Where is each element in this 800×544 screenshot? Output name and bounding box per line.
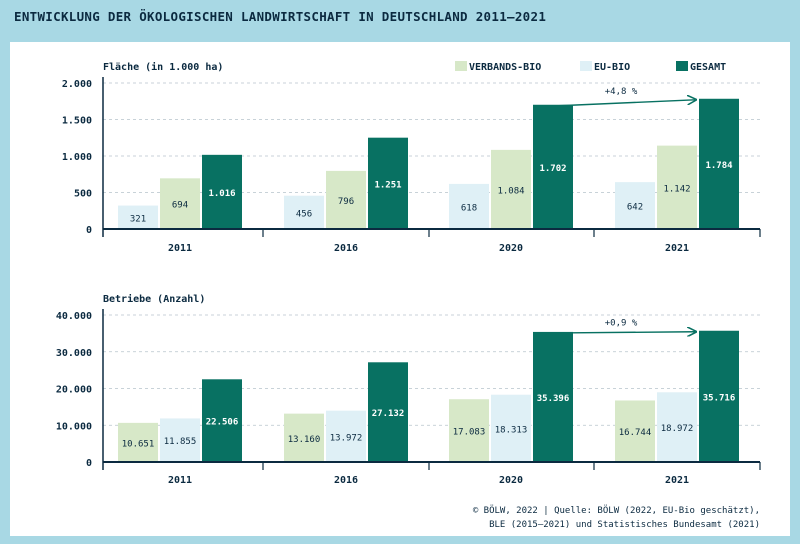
bar-value-label: 18.972	[661, 424, 694, 434]
bar-value-label: 1.142	[663, 184, 690, 194]
x-tick-label: 2016	[334, 475, 358, 486]
bar-eu-bio	[160, 418, 200, 462]
bar-value-label: 22.506	[206, 418, 239, 428]
bar-verbands-bio	[118, 422, 158, 462]
x-tick-label: 2021	[665, 243, 689, 254]
bar-verbands-bio	[326, 170, 366, 229]
legend-label: GESAMT	[690, 62, 726, 73]
bar-value-label: 642	[627, 203, 643, 213]
x-tick-label: 2021	[665, 475, 689, 486]
bar-value-label: 321	[130, 214, 146, 224]
bar-gesamt	[533, 331, 573, 462]
bar-value-label: 13.160	[288, 435, 321, 445]
growth-arrow	[558, 100, 695, 107]
y-tick-label: 1.500	[62, 116, 92, 127]
x-tick-label: 2011	[168, 475, 192, 486]
bar-verbands-bio	[657, 145, 697, 229]
bar-eu-bio	[284, 195, 324, 229]
source-note: © BÖLW, 2022 | Quelle: BÖLW (2022, EU-Bi…	[340, 504, 760, 532]
bar-value-label: 1.251	[374, 180, 401, 190]
y-axis-title: Fläche (in 1.000 ha)	[103, 61, 223, 73]
bar-value-label: 618	[461, 203, 477, 213]
bar-gesamt	[533, 104, 573, 229]
growth-annotation: +4,8 %	[605, 87, 638, 97]
bar-value-label: 13.972	[330, 433, 363, 443]
bar-verbands-bio	[160, 178, 200, 229]
y-tick-label: 0	[86, 458, 92, 469]
chart-title: ENTWICKLUNG DER ÖKOLOGISCHEN LANDWIRTSCH…	[14, 9, 547, 24]
bar-eu-bio	[491, 394, 531, 462]
x-tick-label: 2016	[334, 243, 358, 254]
bar-value-label: 1.702	[539, 164, 566, 174]
bar-value-label: 18.313	[495, 425, 528, 435]
y-tick-label: 30.000	[56, 348, 92, 359]
bar-verbands-bio	[449, 399, 489, 462]
legend-swatch-eu-bio	[580, 61, 592, 71]
bar-eu-bio	[657, 392, 697, 462]
bar-value-label: 10.651	[122, 439, 155, 449]
y-tick-label: 2.000	[62, 79, 92, 90]
legend-label: VERBANDS-BIO	[469, 62, 541, 73]
bar-value-label: 17.083	[453, 428, 486, 438]
legend-label: EU-BIO	[594, 62, 630, 73]
bar-eu-bio	[118, 205, 158, 229]
bar-gesamt	[699, 330, 739, 462]
bar-gesamt	[202, 154, 242, 229]
x-tick-label: 2011	[168, 243, 192, 254]
bar-value-label: 35.716	[703, 393, 736, 403]
y-tick-label: 1.000	[62, 152, 92, 163]
legend-swatch-verbands-bio	[455, 61, 467, 71]
growth-annotation: +0,9 %	[605, 319, 638, 329]
bar-verbands-bio	[615, 400, 655, 462]
y-axis-title: Betriebe (Anzahl)	[103, 293, 205, 305]
bar-value-label: 456	[296, 209, 312, 219]
bar-eu-bio	[615, 182, 655, 229]
bar-eu-bio	[449, 183, 489, 229]
y-tick-label: 500	[74, 189, 92, 200]
bar-value-label: 27.132	[372, 409, 405, 419]
bar-verbands-bio	[284, 413, 324, 462]
y-tick-label: 10.000	[56, 421, 92, 432]
y-tick-label: 0	[86, 225, 92, 236]
x-tick-label: 2020	[499, 475, 523, 486]
bar-value-label: 1.784	[705, 161, 733, 171]
bar-value-label: 694	[172, 201, 188, 211]
x-tick-label: 2020	[499, 243, 523, 254]
bar-gesamt	[699, 98, 739, 229]
bar-value-label: 1.016	[208, 189, 235, 199]
bar-value-label: 35.396	[537, 394, 570, 404]
source-line-2: BLE (2015–2021) und Statistisches Bundes…	[489, 520, 760, 530]
legend-swatch-gesamt	[676, 61, 688, 71]
bar-gesamt	[368, 362, 408, 462]
growth-arrow	[558, 332, 695, 333]
bar-value-label: 796	[338, 197, 354, 207]
bar-gesamt	[368, 137, 408, 229]
bar-verbands-bio	[491, 149, 531, 229]
bar-value-label: 1.084	[497, 186, 524, 196]
bar-gesamt	[202, 379, 242, 462]
bar-eu-bio	[326, 410, 366, 462]
source-line-1: © BÖLW, 2022 | Quelle: BÖLW (2022, EU-Bi…	[472, 506, 760, 516]
y-tick-label: 40.000	[56, 311, 92, 322]
bar-value-label: 11.855	[164, 437, 197, 447]
y-tick-label: 20.000	[56, 385, 92, 396]
bar-value-label: 16.744	[619, 428, 652, 438]
